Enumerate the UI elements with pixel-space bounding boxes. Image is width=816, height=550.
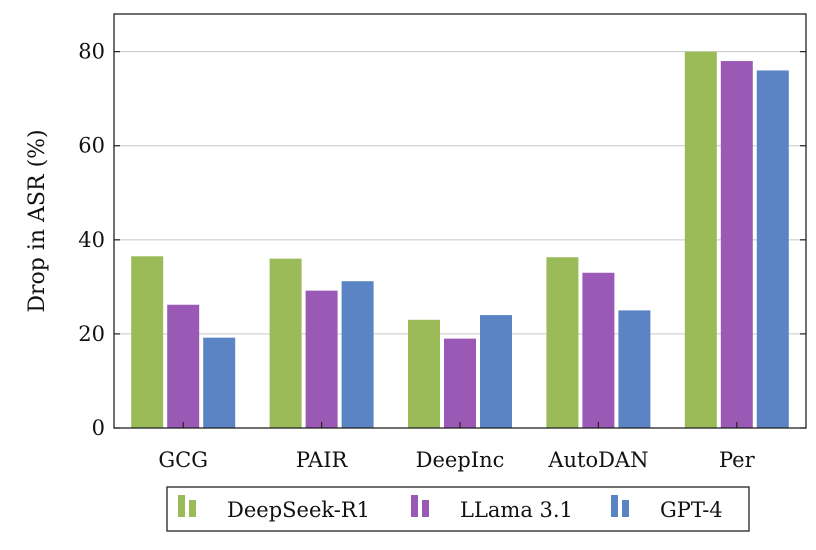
bar-gpt-4-deepinc (480, 315, 512, 428)
y-tick-label: 0 (92, 416, 105, 440)
legend-label: GPT-4 (660, 498, 723, 522)
legend-swatch (411, 495, 418, 517)
y-tick-label: 20 (78, 322, 105, 346)
bar-gpt-4-autodan (618, 310, 651, 428)
bar-llama-3-1-autodan (582, 272, 615, 428)
bar-llama-3-1-deepinc (444, 338, 476, 428)
legend-frame (166, 486, 750, 532)
y-tick-label: 40 (78, 228, 105, 252)
legend-swatch (422, 500, 429, 517)
legend-label: DeepSeek-R1 (227, 498, 370, 522)
bar-llama-3-1-per (720, 61, 753, 428)
bar-deepseek-r1-autodan (546, 257, 579, 428)
y-axis-ticks: 0 20 40 60 80 (78, 40, 806, 440)
bar-llama-3-1-gcg (167, 304, 200, 428)
legend-label: LLama 3.1 (460, 498, 573, 522)
y-tick-label: 60 (78, 134, 105, 158)
legend-swatch (622, 500, 629, 517)
bar-gpt-4-gcg (203, 337, 236, 428)
bar-deepseek-r1-pair (269, 258, 302, 428)
legend-swatch (189, 500, 196, 517)
x-category-label: GCG (158, 448, 208, 472)
y-tick-label: 80 (78, 40, 105, 64)
x-category-label: AutoDAN (547, 448, 648, 472)
bar-deepseek-r1-gcg (131, 256, 164, 428)
legend-items: DeepSeek-R1 LLama 3.1 GPT-4 (178, 495, 723, 522)
bar-llama-3-1-pair (305, 290, 338, 428)
bar-deepseek-r1-deepinc (408, 319, 440, 428)
x-axis-categories: GCG PAIR DeepInc AutoDAN Per (158, 422, 756, 472)
bar-gpt-4-pair (341, 281, 374, 428)
bars (131, 51, 789, 429)
x-category-label: Per (719, 448, 756, 472)
bar-gpt-4-per (756, 70, 789, 429)
legend-swatch (178, 495, 185, 517)
bar-deepseek-r1-per (684, 51, 717, 429)
legend: DeepSeek-R1 LLama 3.1 GPT-4 (166, 486, 750, 532)
x-category-label: PAIR (296, 448, 349, 472)
legend-swatch (611, 495, 618, 517)
y-axis-label: Drop in ASR (%) (25, 129, 50, 312)
x-category-label: DeepInc (416, 448, 505, 472)
